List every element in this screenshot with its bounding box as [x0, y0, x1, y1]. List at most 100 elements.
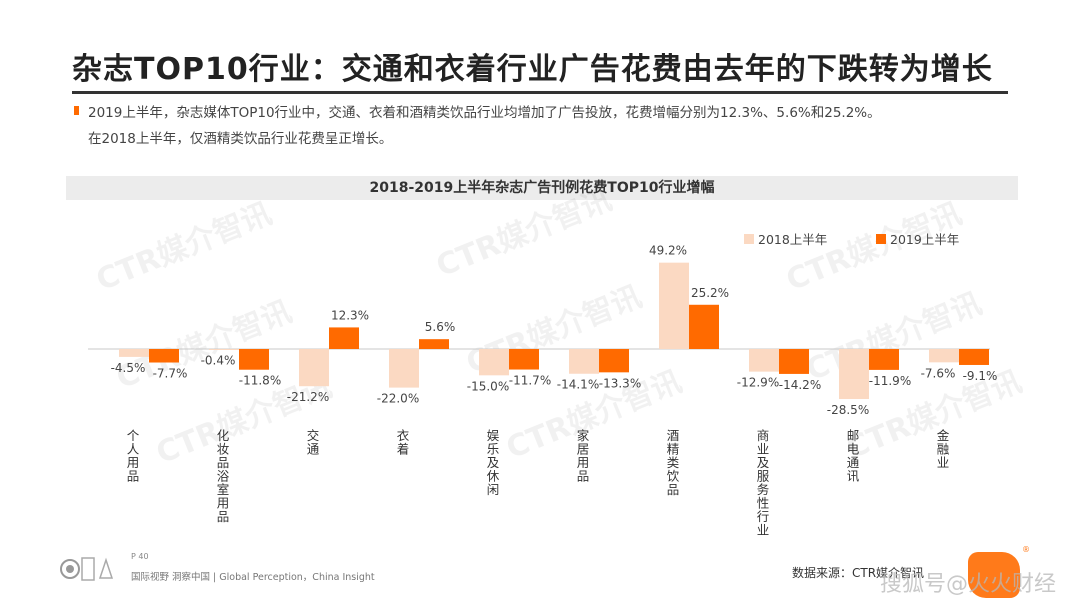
category-label: 着: [397, 442, 410, 457]
bullet-marker-icon: [74, 106, 79, 115]
bar: [869, 349, 899, 370]
bar: [419, 339, 449, 349]
bar: [599, 349, 629, 373]
data-label: 49.2%: [649, 244, 687, 258]
data-label: -11.9%: [869, 374, 911, 388]
summary-text: 2019上半年，杂志媒体TOP10行业中，交通、衣着和酒精类饮品行业均增加了广告…: [88, 100, 1018, 152]
data-label: -7.6%: [921, 366, 956, 380]
category-label: 浴: [217, 469, 230, 484]
category-label: 居: [577, 442, 590, 457]
bar: [479, 349, 509, 376]
bar: [209, 349, 239, 350]
category-label: 闲: [487, 482, 500, 497]
category-label: 电: [847, 442, 860, 457]
bar: [239, 349, 269, 370]
category-label: 金: [937, 428, 950, 443]
category-label: 务: [757, 482, 770, 497]
bar: [689, 304, 719, 349]
category-label: 品: [577, 469, 590, 484]
category-label: 个: [127, 428, 140, 443]
data-label: -7.7%: [153, 367, 188, 381]
data-label: -4.5%: [111, 361, 146, 375]
category-label: 家: [577, 428, 590, 443]
bar: [329, 327, 359, 349]
footer-slogan: 国际视野 洞察中国 | Global Perception，China Insi…: [131, 572, 375, 583]
bar: [299, 349, 329, 387]
category-label: 通: [847, 455, 860, 470]
category-label: 讯: [847, 469, 860, 484]
category-label: 酒: [667, 428, 680, 443]
category-label: 品: [667, 482, 680, 497]
data-label: 25.2%: [691, 286, 729, 300]
category-label: 用: [577, 455, 590, 470]
category-label: 室: [217, 482, 230, 497]
category-label: 衣: [397, 428, 410, 443]
data-label: -11.8%: [239, 374, 281, 388]
data-label: 5.6%: [425, 320, 456, 334]
data-label: -14.1%: [557, 378, 599, 392]
bar: [659, 262, 689, 349]
category-label: 业: [757, 523, 770, 538]
bar: [779, 349, 809, 374]
brand-logo-icon: [968, 552, 1020, 598]
data-label: -21.2%: [287, 390, 329, 404]
category-label: 行: [757, 509, 770, 524]
data-label: -22.0%: [377, 392, 419, 406]
category-label: 业: [757, 442, 770, 457]
bar: [839, 349, 869, 400]
registered-mark: ®: [1022, 545, 1030, 554]
category-label: 妆: [217, 442, 230, 457]
category-label: 邮: [847, 428, 860, 443]
category-label: 用: [217, 496, 230, 511]
page-title: 杂志TOP10行业：交通和衣着行业广告花费由去年的下跌转为增长: [72, 52, 993, 87]
page-number: P 40: [131, 552, 149, 561]
bar: [569, 349, 599, 374]
data-label: -14.2%: [779, 378, 821, 392]
category-label: 用: [127, 455, 140, 470]
data-label: -11.7%: [509, 374, 551, 388]
data-source: 数据来源：CTR媒介智讯: [792, 566, 925, 580]
data-label: -13.3%: [599, 376, 641, 390]
category-label: 乐: [487, 442, 500, 457]
legend-swatch: [876, 234, 886, 244]
category-label: 业: [937, 455, 950, 470]
bar: [509, 349, 539, 370]
bar: [389, 349, 419, 388]
legend-label: 2019上半年: [890, 232, 959, 247]
corner-caption: 搜狐号@火火财经: [880, 572, 1057, 597]
category-label: 融: [937, 442, 950, 457]
category-label: 化: [217, 428, 230, 443]
category-label: 通: [307, 442, 320, 457]
bar: [749, 349, 779, 372]
category-label: 休: [487, 469, 500, 484]
certification-logo-icon: [60, 557, 114, 581]
legend-swatch: [744, 234, 754, 244]
category-label: 及: [757, 455, 770, 470]
data-label: 12.3%: [331, 308, 369, 322]
category-label: 品: [127, 469, 140, 484]
category-label: 饮: [667, 469, 680, 484]
data-label: -0.4%: [201, 354, 236, 368]
legend-label: 2018上半年: [758, 232, 827, 247]
chart-title: 2018-2019上半年杂志广告刊例花费TOP10行业增幅: [369, 180, 715, 196]
category-label: 类: [667, 455, 680, 470]
category-label: 娱: [487, 428, 500, 443]
category-label: 人: [127, 442, 140, 457]
summary-line-1: 2019上半年，杂志媒体TOP10行业中，交通、衣着和酒精类饮品行业均增加了广告…: [88, 105, 881, 121]
data-label: -9.1%: [963, 369, 998, 383]
title-divider: [72, 91, 1008, 94]
category-label: 性: [757, 496, 770, 511]
bar: [149, 349, 179, 363]
category-label: 商: [757, 428, 770, 443]
chart-header-band: 2018-2019上半年杂志广告刊例花费TOP10行业增幅: [66, 176, 1018, 200]
bar: [929, 349, 959, 363]
category-label: 交: [307, 428, 320, 443]
category-label: 品: [217, 455, 230, 470]
data-label: -28.5%: [827, 403, 869, 417]
data-label: -12.9%: [737, 376, 779, 390]
bar: [119, 349, 149, 357]
data-label: -15.0%: [467, 379, 509, 393]
summary-line-2: 在2018上半年，仅酒精类饮品行业花费呈正增长。: [88, 131, 393, 147]
category-label: 服: [757, 469, 770, 484]
